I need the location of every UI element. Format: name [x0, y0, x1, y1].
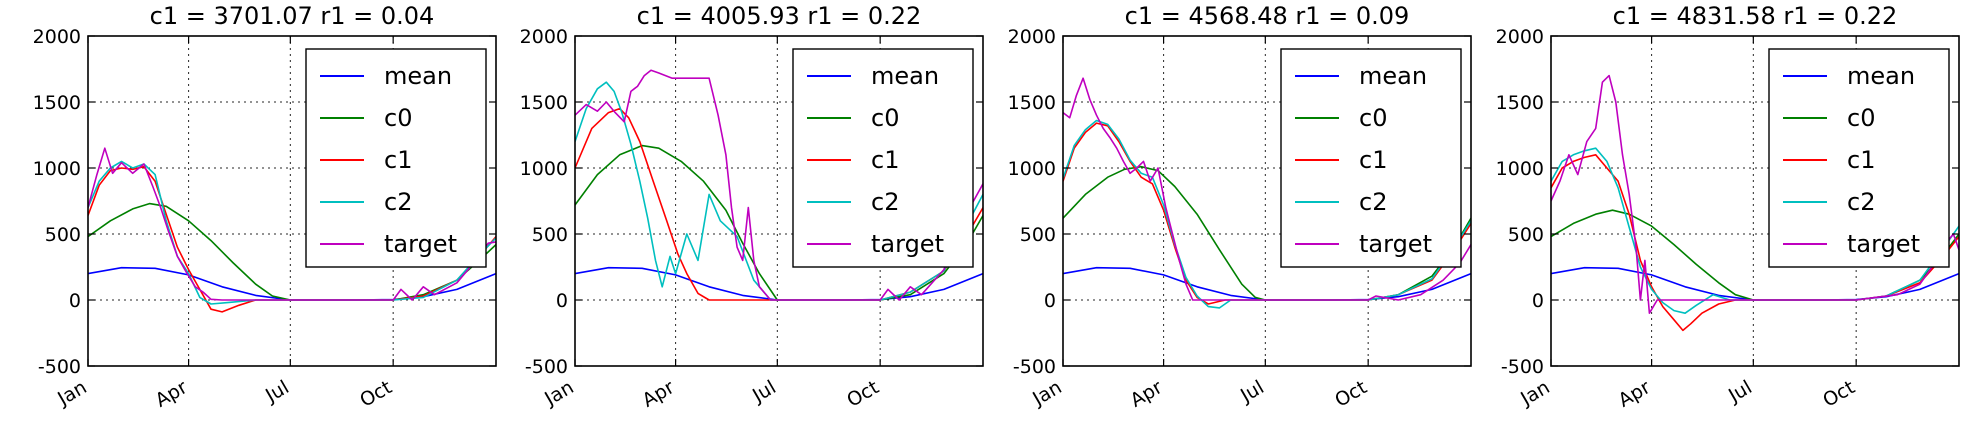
y-tick-label: 1500	[1496, 92, 1544, 114]
legend-label-c1: c1	[1359, 146, 1387, 174]
x-tick-label: Oct	[1819, 376, 1858, 411]
x-tick-label: Jul	[261, 376, 293, 407]
x-tick-label: Oct	[1331, 376, 1370, 411]
y-tick-label: 1500	[1008, 92, 1056, 114]
legend-label-c1: c1	[871, 146, 899, 174]
legend-box	[1280, 48, 1462, 268]
legend-label-target: target	[1847, 230, 1920, 258]
legend-label-c2: c2	[1847, 188, 1875, 216]
y-tick-label: 2000	[520, 26, 568, 48]
y-tick-label: 2000	[33, 26, 81, 48]
legend-label-c1: c1	[1847, 146, 1875, 174]
plot-frame	[1550, 35, 1960, 367]
legend-label-mean: mean	[1847, 62, 1915, 90]
y-tick-label: 1500	[33, 92, 81, 114]
x-tick-label: Jan	[540, 376, 577, 410]
y-tick-label: 1000	[1496, 158, 1544, 180]
chart-title: c1 = 4831.58 r1 = 0.22	[1613, 2, 1898, 30]
plot-frame	[1062, 35, 1472, 367]
legend-label-c2: c2	[384, 188, 412, 216]
legend-label-c0: c0	[1847, 104, 1875, 132]
series-line-c0	[1063, 165, 1471, 301]
x-tick-label: Apr	[639, 376, 679, 412]
y-tick-label: -500	[38, 356, 81, 378]
y-tick-label: 500	[532, 224, 568, 246]
chart-4: c1 = 4831.58 r1 = 0.22 -500 0 500 1000 1500 20…	[1496, 2, 1960, 412]
x-tick-label: Jan	[1516, 376, 1553, 410]
plot-frame	[574, 35, 984, 367]
x-tick-label: Oct	[356, 376, 395, 411]
y-tick-label: 1500	[520, 92, 568, 114]
legend-label-c2: c2	[1359, 188, 1387, 216]
series-group	[1551, 74, 1959, 332]
legend-box	[305, 48, 487, 268]
series-line-mean	[575, 266, 983, 301]
chart-title: c1 = 4005.93 r1 = 0.22	[637, 2, 922, 30]
chart-2: c1 = 4005.93 r1 = 0.22 -500 0 500 1000 1500 20…	[520, 2, 984, 412]
legend-box	[792, 48, 974, 268]
plot-frame	[87, 35, 497, 367]
y-tick-label: -500	[1501, 356, 1544, 378]
chart-title: c1 = 3701.07 r1 = 0.04	[150, 2, 435, 30]
y-tick-label: 1000	[520, 158, 568, 180]
series-line-mean	[1063, 266, 1471, 301]
y-tick-label: 2000	[1008, 26, 1056, 48]
series-line-mean	[88, 266, 496, 301]
series-line-target	[88, 147, 496, 301]
legend: mean c0 c1 c2 target	[792, 48, 974, 268]
series-line-c2	[88, 160, 496, 305]
y-tick-label: 500	[1020, 224, 1056, 246]
y-tick-label: 2000	[1496, 26, 1544, 48]
x-tick-label: Jan	[1028, 376, 1065, 410]
legend-label-mean: mean	[384, 62, 452, 90]
x-tick-label: Jan	[53, 376, 90, 410]
y-tick-label: 0	[69, 290, 81, 312]
x-tick-label: Jul	[1724, 376, 1756, 407]
y-tick-label: -500	[1013, 356, 1056, 378]
legend-label-mean: mean	[1359, 62, 1427, 90]
y-tick-label: 500	[45, 224, 81, 246]
y-tick-label: 500	[1508, 224, 1544, 246]
series-group	[575, 69, 983, 301]
legend-label-target: target	[1359, 230, 1432, 258]
legend: mean c0 c1 c2 target	[1768, 48, 1950, 268]
chart-title: c1 = 4568.48 r1 = 0.09	[1125, 2, 1410, 30]
legend-label-c1: c1	[384, 146, 412, 174]
y-tick-label: 1000	[33, 158, 81, 180]
legend-label-c0: c0	[384, 104, 412, 132]
legend: mean c0 c1 c2 target	[1280, 48, 1462, 268]
legend-label-c0: c0	[1359, 104, 1387, 132]
series-line-target	[1551, 74, 1959, 314]
y-tick-label: 0	[1044, 290, 1056, 312]
x-tick-label: Oct	[843, 376, 882, 411]
series-line-target	[1063, 77, 1471, 301]
chart-1: c1 = 3701.07 r1 = 0.04 -500 0 500 1000 1500 20…	[33, 2, 497, 412]
legend-label-mean: mean	[871, 62, 939, 90]
series-line-c1	[88, 165, 496, 313]
x-tick-label: Jul	[748, 376, 780, 407]
x-tick-label: Jul	[1236, 376, 1268, 407]
legend: mean c0 c1 c2 target	[305, 48, 487, 268]
legend-box	[1768, 48, 1950, 268]
y-tick-label: 0	[1532, 290, 1544, 312]
x-tick-label: Apr	[1615, 376, 1655, 412]
x-tick-label: Apr	[152, 376, 192, 412]
series-group	[88, 147, 496, 313]
legend-label-c2: c2	[871, 188, 899, 216]
y-tick-label: -500	[525, 356, 568, 378]
series-group	[1063, 77, 1471, 309]
series-line-target	[575, 69, 983, 301]
x-tick-label: Apr	[1127, 376, 1167, 412]
legend-label-target: target	[871, 230, 944, 258]
legend-label-c0: c0	[871, 104, 899, 132]
y-tick-label: 1000	[1008, 158, 1056, 180]
y-tick-label: 0	[556, 290, 568, 312]
chart-3: c1 = 4568.48 r1 = 0.09 -500 0 500 1000 1500 20…	[1008, 2, 1472, 412]
legend-label-target: target	[384, 230, 457, 258]
